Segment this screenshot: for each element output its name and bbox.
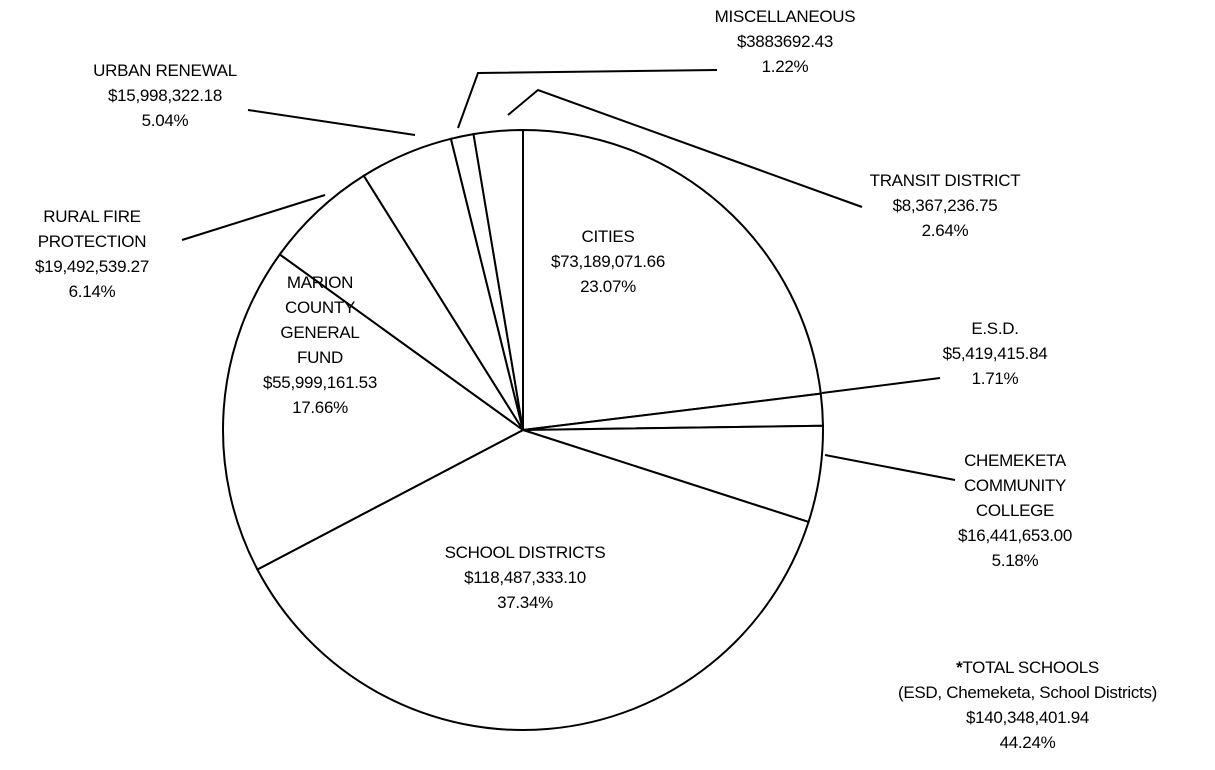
category-label: E.S.D. — [971, 319, 1019, 338]
category-label: SCHOOL DISTRICTS — [444, 543, 606, 562]
percent-label: 17.66% — [292, 398, 348, 417]
slice-label: SCHOOL DISTRICTS $118,487,333.10 37.34% — [415, 540, 635, 615]
percent-label: 6.14% — [68, 282, 116, 301]
note-detail: (ESD, Chemeketa, School Districts) — [897, 683, 1158, 702]
leader-line — [507, 88, 863, 208]
leader-line — [181, 194, 326, 241]
leader-line — [821, 377, 941, 394]
slice-label: MARION COUNTY GENERAL FUND $55,999,161.53… — [258, 270, 383, 420]
value-label: $5,419,415.84 — [942, 344, 1048, 363]
note-percent: 44.24% — [999, 733, 1056, 752]
note-title-line: *TOTAL SCHOOLS — [840, 655, 1215, 680]
category-label: CHEMEKETA COMMUNITY COLLEGE — [963, 451, 1067, 520]
slice-label: MISCELLANEOUS $3883692.43 1.22% — [685, 4, 885, 79]
leader-line — [457, 69, 718, 129]
pie-slice — [472, 128, 524, 431]
note-title: TOTAL SCHOOLS — [962, 658, 1099, 677]
percent-label: 1.22% — [761, 57, 809, 76]
category-label: RURAL FIRE PROTECTION — [37, 207, 147, 251]
category-label: MISCELLANEOUS — [714, 7, 856, 26]
value-label: $8,367,236.75 — [892, 196, 998, 215]
pie-slice — [222, 252, 525, 571]
percent-label: 23.07% — [580, 277, 636, 296]
slice-label: URBAN RENEWAL $15,998,322.18 5.04% — [65, 58, 265, 133]
note-marker: * — [956, 658, 963, 677]
leader-line — [824, 454, 956, 481]
category-label: CITIES — [581, 227, 635, 246]
note-amount: $140,348,401.94 — [965, 708, 1090, 727]
value-label: $118,487,333.10 — [464, 568, 586, 587]
pie-slice — [278, 174, 524, 431]
pie-slice — [522, 128, 822, 432]
slice-label: E.S.D. $5,419,415.84 1.71% — [895, 316, 1095, 391]
value-label: $55,999,161.53 — [263, 373, 377, 392]
value-label: $73,189,071.66 — [551, 252, 665, 271]
leader-line — [247, 109, 416, 136]
percent-label: 5.04% — [141, 111, 189, 130]
slice-label: RURAL FIRE PROTECTION $19,492,539.27 6.14% — [22, 204, 162, 304]
slice-label: CITIES $73,189,071.66 23.07% — [508, 224, 708, 299]
slice-label: TRANSIT DISTRICT $8,367,236.75 2.64% — [835, 168, 1055, 243]
value-label: $19,492,539.27 — [35, 257, 149, 276]
category-label: MARION COUNTY GENERAL FUND — [280, 273, 360, 367]
pie-slice — [256, 428, 810, 731]
category-label: TRANSIT DISTRICT — [869, 171, 1021, 190]
percent-label: 1.71% — [971, 369, 1019, 388]
value-label: $15,998,322.18 — [108, 86, 222, 105]
percent-label: 37.34% — [497, 593, 553, 612]
slice-label: CHEMEKETA COMMUNITY COLLEGE $16,441,653.0… — [940, 448, 1090, 573]
total-schools-note: *TOTAL SCHOOLS (ESD, Chemeketa, School D… — [840, 655, 1215, 755]
category-label: URBAN RENEWAL — [93, 61, 237, 80]
value-label: $16,441,653.00 — [958, 526, 1072, 545]
value-label: $3883692.43 — [737, 32, 833, 51]
percent-label: 5.18% — [991, 551, 1039, 570]
percent-label: 2.64% — [921, 221, 969, 240]
